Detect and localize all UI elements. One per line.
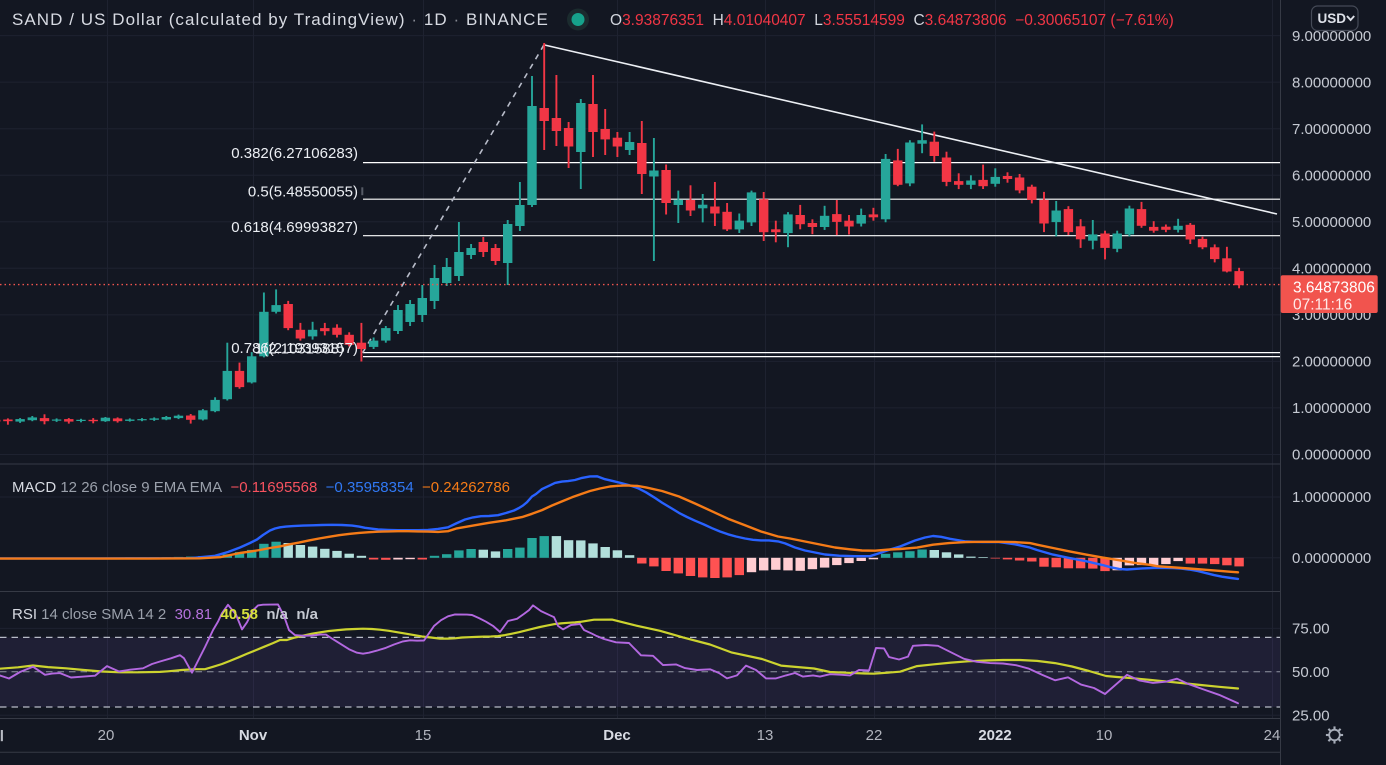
svg-text:0.618(4.69993827): 0.618(4.69993827) [231, 219, 358, 236]
svg-text:0.00000000: 0.00000000 [1292, 550, 1371, 567]
svg-text:22: 22 [866, 727, 883, 744]
svg-text:0.5(5.48550055): 0.5(5.48550055) [248, 184, 358, 201]
svg-text:4.00000000: 4.00000000 [1292, 261, 1371, 278]
svg-text:20: 20 [98, 727, 115, 744]
svg-text:8.00000000: 8.00000000 [1292, 74, 1371, 91]
svg-text:10: 10 [1096, 727, 1113, 744]
svg-text:2022: 2022 [978, 727, 1011, 744]
svg-text:07:11:16: 07:11:16 [1293, 297, 1352, 314]
svg-text:1.00000000: 1.00000000 [1292, 400, 1371, 417]
svg-text:Nov: Nov [239, 727, 268, 744]
svg-text:25.00: 25.00 [1292, 707, 1330, 724]
svg-text:75.00: 75.00 [1292, 621, 1330, 638]
svg-text:Dec: Dec [603, 727, 631, 744]
svg-text:MACD 12 26 close 9 EMA EMA −0: MACD 12 26 close 9 EMA EMA −0.11695568 −… [12, 479, 510, 496]
svg-text:USD: USD [1318, 11, 1347, 26]
svg-text:9.00000000: 9.00000000 [1292, 28, 1371, 45]
svg-text:50.00: 50.00 [1292, 664, 1330, 681]
svg-text:RSI 14 close SMA 14 2 30.81: RSI 14 close SMA 14 2 30.81 40.58 n/a n/… [12, 606, 319, 623]
svg-text:0.00000000: 0.00000000 [1292, 447, 1371, 464]
svg-text:1(2.1031588): 1(2.1031588) [255, 341, 344, 358]
svg-text:2.00000000: 2.00000000 [1292, 354, 1371, 371]
svg-text:24: 24 [1264, 727, 1281, 744]
svg-text:5.00000000: 5.00000000 [1292, 214, 1371, 231]
svg-text:0.382(6.27106283): 0.382(6.27106283) [231, 145, 358, 162]
svg-text:6.00000000: 6.00000000 [1292, 167, 1371, 184]
svg-text:1.00000000: 1.00000000 [1292, 489, 1371, 506]
svg-text:15: 15 [415, 727, 432, 744]
svg-text:3.64873806: 3.64873806 [1293, 280, 1375, 297]
svg-text:7.00000000: 7.00000000 [1292, 121, 1371, 138]
svg-text:SAND / US Dollar (calculated b: SAND / US Dollar (calculated by TradingV… [12, 10, 549, 29]
svg-text:O3.93876351 H4.01040407 L3.5: O3.93876351 H4.01040407 L3.55514599 C3.6… [610, 12, 1174, 29]
svg-text:13: 13 [757, 727, 774, 744]
svg-text:0.786(2.19393157): 0.786(2.19393157) [231, 340, 358, 357]
